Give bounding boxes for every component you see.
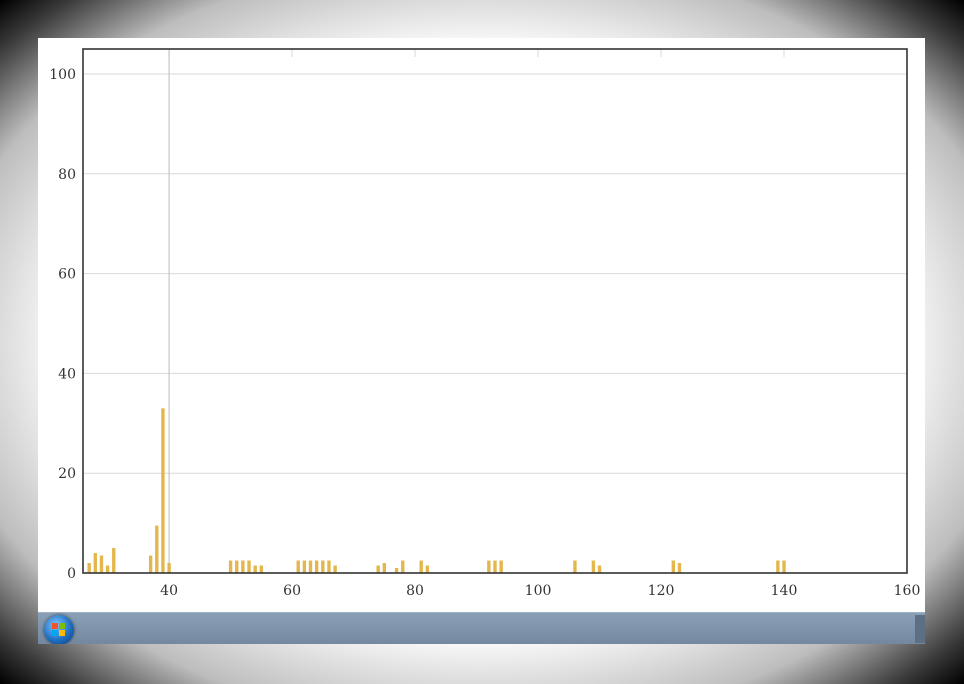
bar	[241, 560, 245, 573]
y-tick-label: 20	[58, 466, 76, 482]
show-desktop-button[interactable]	[915, 615, 925, 643]
y-tick-label: 40	[58, 366, 76, 382]
bar	[112, 548, 116, 573]
bar	[99, 555, 104, 573]
bar	[597, 565, 602, 573]
bar	[782, 560, 786, 573]
x-tick-label: 140	[771, 583, 798, 599]
bar	[308, 560, 313, 573]
bar	[573, 560, 577, 573]
bar	[155, 525, 159, 573]
bar	[327, 560, 331, 573]
screen: 0 20 40 60 80 100 40 60 80 100 120 140 160	[38, 38, 925, 644]
bar	[259, 565, 264, 573]
bar	[376, 565, 380, 573]
bar	[321, 560, 325, 573]
bar	[314, 560, 319, 573]
bar	[247, 560, 251, 573]
taskbar	[38, 612, 925, 644]
x-tick-label: 120	[648, 583, 675, 599]
bar	[499, 560, 503, 573]
bar	[493, 560, 497, 573]
bar	[419, 560, 423, 573]
y-tick-label: 0	[67, 566, 76, 582]
bar	[333, 565, 337, 573]
bar	[401, 560, 405, 573]
bar	[382, 563, 387, 573]
bar	[487, 560, 491, 573]
bar	[235, 560, 239, 573]
bar-chart: 0 20 40 60 80 100 40 60 80 100 120 140 160	[49, 48, 920, 599]
x-tick-label: 80	[406, 583, 424, 599]
bar	[253, 565, 257, 573]
bar	[93, 553, 97, 573]
x-tick-label: 100	[525, 583, 552, 599]
bar	[671, 560, 676, 573]
bar	[148, 555, 153, 573]
x-tick-label: 160	[894, 583, 921, 599]
bar	[167, 563, 171, 573]
bar	[228, 560, 233, 573]
bar	[591, 560, 596, 573]
y-tick-label: 60	[58, 267, 76, 283]
bars	[87, 408, 786, 573]
y-tick-label: 100	[49, 67, 76, 83]
plot-frame	[82, 48, 908, 574]
bar	[302, 560, 307, 573]
bar	[87, 563, 91, 573]
axes	[82, 48, 908, 574]
x-tick-label: 40	[160, 583, 178, 599]
bar	[296, 560, 300, 573]
grid-lines	[83, 49, 908, 573]
bar	[105, 565, 110, 573]
x-tick-label: 60	[283, 583, 301, 599]
y-tick-label: 80	[58, 167, 76, 183]
bar	[161, 408, 165, 573]
bar	[425, 565, 430, 573]
bar	[677, 563, 682, 573]
windows-flag-icon	[52, 623, 66, 637]
bar	[776, 560, 780, 573]
windows-start-icon[interactable]	[44, 615, 74, 644]
bar	[394, 568, 399, 573]
tick-labels: 0 20 40 60 80 100 40 60 80 100 120 140 160	[49, 67, 920, 599]
